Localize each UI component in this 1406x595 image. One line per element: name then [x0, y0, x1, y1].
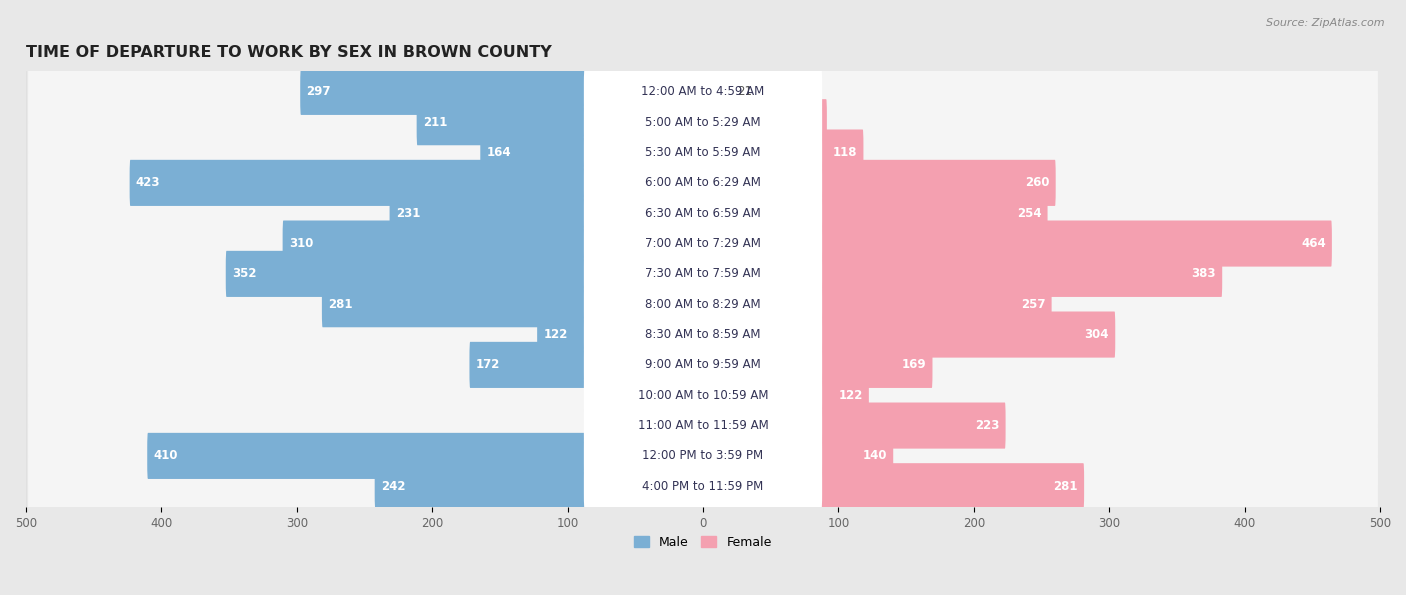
- FancyBboxPatch shape: [283, 221, 585, 267]
- Text: 80: 80: [600, 389, 616, 402]
- Legend: Male, Female: Male, Female: [630, 531, 776, 553]
- Text: 21: 21: [737, 85, 752, 98]
- FancyBboxPatch shape: [28, 214, 1378, 273]
- Text: 169: 169: [901, 358, 927, 371]
- FancyBboxPatch shape: [416, 99, 585, 145]
- Text: 6:30 AM to 6:59 AM: 6:30 AM to 6:59 AM: [645, 206, 761, 220]
- FancyBboxPatch shape: [821, 99, 827, 145]
- FancyBboxPatch shape: [821, 190, 1047, 236]
- FancyBboxPatch shape: [821, 433, 893, 479]
- FancyBboxPatch shape: [583, 99, 823, 145]
- Text: 231: 231: [395, 206, 420, 220]
- Text: 164: 164: [486, 146, 510, 159]
- FancyBboxPatch shape: [28, 154, 1378, 212]
- FancyBboxPatch shape: [28, 457, 1378, 516]
- Text: 410: 410: [153, 449, 177, 462]
- FancyBboxPatch shape: [583, 160, 823, 206]
- Text: 352: 352: [232, 267, 256, 280]
- FancyBboxPatch shape: [821, 160, 1056, 206]
- FancyBboxPatch shape: [821, 251, 1222, 297]
- FancyBboxPatch shape: [28, 366, 1378, 425]
- FancyBboxPatch shape: [583, 130, 823, 176]
- FancyBboxPatch shape: [470, 342, 585, 388]
- FancyBboxPatch shape: [821, 130, 863, 176]
- Text: 260: 260: [1025, 176, 1050, 189]
- FancyBboxPatch shape: [583, 281, 823, 327]
- FancyBboxPatch shape: [28, 93, 1378, 152]
- FancyBboxPatch shape: [28, 245, 1378, 303]
- Text: 12:00 PM to 3:59 PM: 12:00 PM to 3:59 PM: [643, 449, 763, 462]
- Text: 310: 310: [288, 237, 314, 250]
- FancyBboxPatch shape: [583, 251, 823, 297]
- Text: 297: 297: [307, 85, 330, 98]
- Text: 11:00 AM to 11:59 AM: 11:00 AM to 11:59 AM: [638, 419, 768, 432]
- Text: 281: 281: [1053, 480, 1078, 493]
- FancyBboxPatch shape: [28, 123, 1378, 182]
- Text: 383: 383: [1192, 267, 1216, 280]
- FancyBboxPatch shape: [28, 62, 1378, 121]
- Text: 122: 122: [838, 389, 863, 402]
- Text: TIME OF DEPARTURE TO WORK BY SEX IN BROWN COUNTY: TIME OF DEPARTURE TO WORK BY SEX IN BROW…: [27, 45, 551, 60]
- FancyBboxPatch shape: [389, 190, 585, 236]
- FancyBboxPatch shape: [583, 312, 823, 358]
- FancyBboxPatch shape: [583, 433, 823, 479]
- FancyBboxPatch shape: [481, 130, 585, 176]
- Text: 4:00 PM to 11:59 PM: 4:00 PM to 11:59 PM: [643, 480, 763, 493]
- Text: 122: 122: [543, 328, 568, 341]
- Text: 7:00 AM to 7:29 AM: 7:00 AM to 7:29 AM: [645, 237, 761, 250]
- FancyBboxPatch shape: [821, 342, 932, 388]
- FancyBboxPatch shape: [821, 312, 1115, 358]
- FancyBboxPatch shape: [821, 463, 1084, 509]
- FancyBboxPatch shape: [537, 312, 585, 358]
- Text: 304: 304: [1084, 328, 1109, 341]
- Text: 6:00 AM to 6:29 AM: 6:00 AM to 6:29 AM: [645, 176, 761, 189]
- Text: 211: 211: [423, 115, 447, 129]
- Text: 242: 242: [381, 480, 405, 493]
- Text: 281: 281: [328, 298, 353, 311]
- Text: 254: 254: [1017, 206, 1042, 220]
- Text: 5:00 AM to 5:29 AM: 5:00 AM to 5:29 AM: [645, 115, 761, 129]
- Text: 257: 257: [1021, 298, 1046, 311]
- Text: 223: 223: [976, 419, 1000, 432]
- FancyBboxPatch shape: [583, 69, 823, 115]
- FancyBboxPatch shape: [583, 342, 823, 388]
- Text: 10:00 AM to 10:59 AM: 10:00 AM to 10:59 AM: [638, 389, 768, 402]
- Text: 7:30 AM to 7:59 AM: 7:30 AM to 7:59 AM: [645, 267, 761, 280]
- FancyBboxPatch shape: [322, 281, 585, 327]
- Text: 71: 71: [612, 419, 628, 432]
- Text: 9:00 AM to 9:59 AM: 9:00 AM to 9:59 AM: [645, 358, 761, 371]
- Text: 12:00 AM to 4:59 AM: 12:00 AM to 4:59 AM: [641, 85, 765, 98]
- FancyBboxPatch shape: [821, 281, 1052, 327]
- FancyBboxPatch shape: [28, 305, 1378, 364]
- FancyBboxPatch shape: [28, 396, 1378, 455]
- FancyBboxPatch shape: [28, 427, 1378, 486]
- FancyBboxPatch shape: [821, 372, 869, 418]
- FancyBboxPatch shape: [583, 190, 823, 236]
- FancyBboxPatch shape: [28, 275, 1378, 334]
- FancyBboxPatch shape: [821, 221, 1331, 267]
- FancyBboxPatch shape: [28, 336, 1378, 394]
- Text: 172: 172: [475, 358, 501, 371]
- FancyBboxPatch shape: [148, 433, 585, 479]
- FancyBboxPatch shape: [821, 402, 1005, 449]
- FancyBboxPatch shape: [226, 251, 585, 297]
- FancyBboxPatch shape: [28, 184, 1378, 243]
- FancyBboxPatch shape: [583, 221, 823, 267]
- FancyBboxPatch shape: [129, 160, 585, 206]
- Text: 118: 118: [832, 146, 858, 159]
- Text: 5:30 AM to 5:59 AM: 5:30 AM to 5:59 AM: [645, 146, 761, 159]
- FancyBboxPatch shape: [583, 463, 823, 509]
- FancyBboxPatch shape: [583, 372, 823, 418]
- FancyBboxPatch shape: [301, 69, 585, 115]
- Text: 8:00 AM to 8:29 AM: 8:00 AM to 8:29 AM: [645, 298, 761, 311]
- Text: 423: 423: [136, 176, 160, 189]
- Text: Source: ZipAtlas.com: Source: ZipAtlas.com: [1267, 18, 1385, 28]
- Text: 464: 464: [1301, 237, 1326, 250]
- Text: 140: 140: [863, 449, 887, 462]
- FancyBboxPatch shape: [583, 402, 823, 449]
- Text: 8:30 AM to 8:59 AM: 8:30 AM to 8:59 AM: [645, 328, 761, 341]
- FancyBboxPatch shape: [374, 463, 585, 509]
- Text: 91: 91: [804, 115, 821, 129]
